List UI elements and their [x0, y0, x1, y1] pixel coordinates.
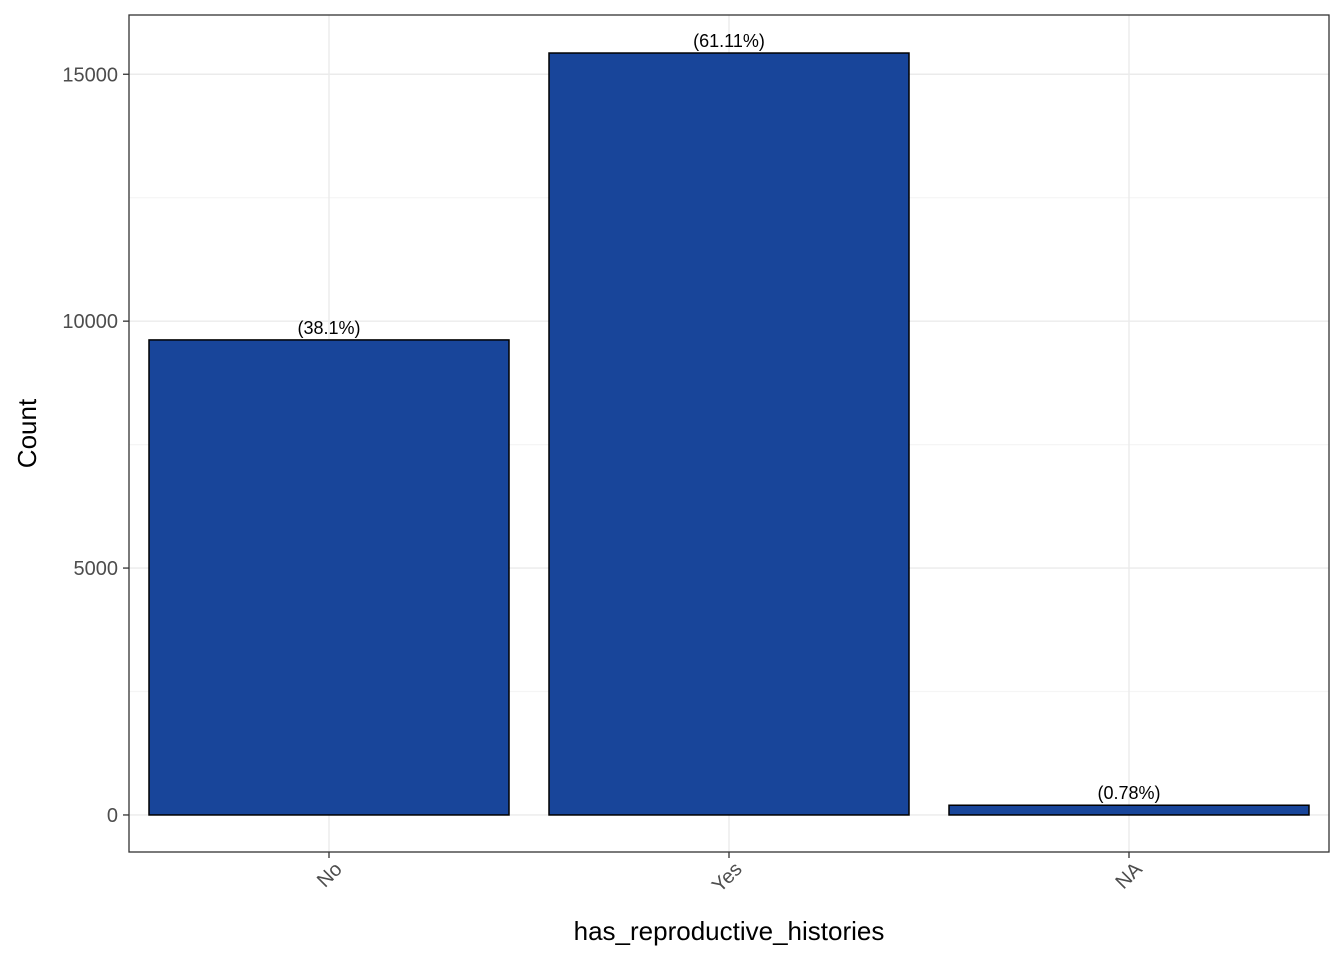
y-axis-title: Count [12, 398, 42, 468]
x-tick-label: No [313, 858, 347, 892]
bars [148, 52, 1310, 816]
x-axis-title: has_reproductive_histories [574, 916, 885, 946]
x-tick-label: Yes [708, 858, 747, 897]
y-tick-label: 15000 [62, 64, 118, 86]
data-labels: (38.1%) (61.11%) (0.78%) [297, 31, 1160, 803]
y-axis: 0 5000 10000 15000 [62, 64, 129, 827]
data-label: (61.11%) [693, 31, 765, 51]
y-tick-label: 5000 [74, 558, 119, 580]
y-tick-label: 0 [107, 805, 118, 827]
bar-na [948, 804, 1310, 816]
y-tick-label: 10000 [62, 311, 118, 333]
bar-no [148, 339, 510, 816]
x-tick-label: NA [1111, 858, 1147, 894]
bar-yes [548, 52, 910, 816]
data-label: (0.78%) [1097, 783, 1160, 803]
data-label: (38.1%) [297, 318, 360, 338]
x-axis: No Yes NA [313, 852, 1147, 897]
